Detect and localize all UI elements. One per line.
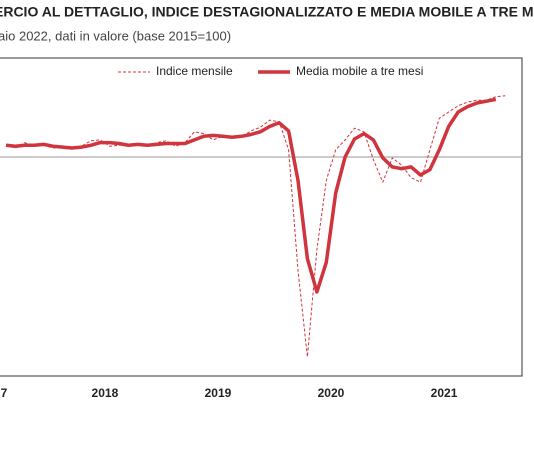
- legend-label: Media mobile a tre mesi: [296, 64, 423, 78]
- plot-frame: [0, 57, 523, 377]
- x-tick-label: 7: [1, 386, 8, 400]
- series-line: [5, 95, 506, 358]
- chart-title: ERCIO AL DETTAGLIO, INDICE DESTAGIONALIZ…: [0, 4, 534, 20]
- x-tick-label: 2019: [205, 386, 232, 400]
- x-tick-label: 2018: [92, 386, 119, 400]
- legend-label: Indice mensile: [156, 64, 233, 78]
- series-line: [5, 97, 497, 294]
- chart-subtitle: aio 2022, dati in valore (base 2015=100): [0, 28, 231, 43]
- x-tick-label: 2021: [431, 386, 458, 400]
- x-tick-label: 2020: [318, 386, 345, 400]
